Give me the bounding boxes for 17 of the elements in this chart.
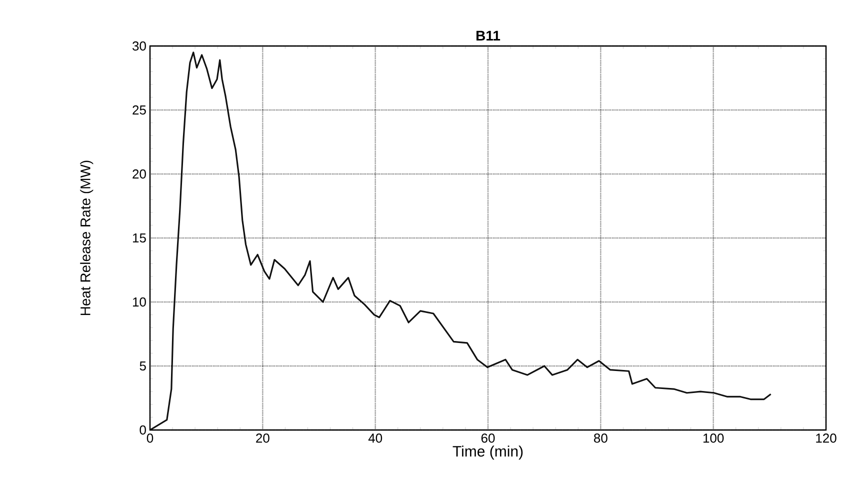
x-tick-label: 20 [256,434,270,443]
y-tick-label: 20 [132,169,146,179]
y-tick-label: 15 [132,233,146,243]
y-tick-label: 30 [132,41,146,51]
chart-title: B11 [476,30,500,40]
y-tick-label: 25 [132,105,146,115]
x-tick-label: 0 [146,434,154,443]
x-tick-label: 60 [481,434,495,443]
x-tick-label: 120 [816,434,836,443]
x-tick-label: 40 [368,434,382,443]
y-axis-title: Heat Release Rate (MW) [80,160,94,316]
y-tick-label: 10 [132,297,146,307]
x-tick-label: 80 [594,434,608,443]
y-tick-label: 5 [140,361,146,371]
x-tick-label: 100 [703,434,724,443]
x-axis-title: Time (min) [452,446,523,460]
y-tick-label: 0 [140,425,146,435]
